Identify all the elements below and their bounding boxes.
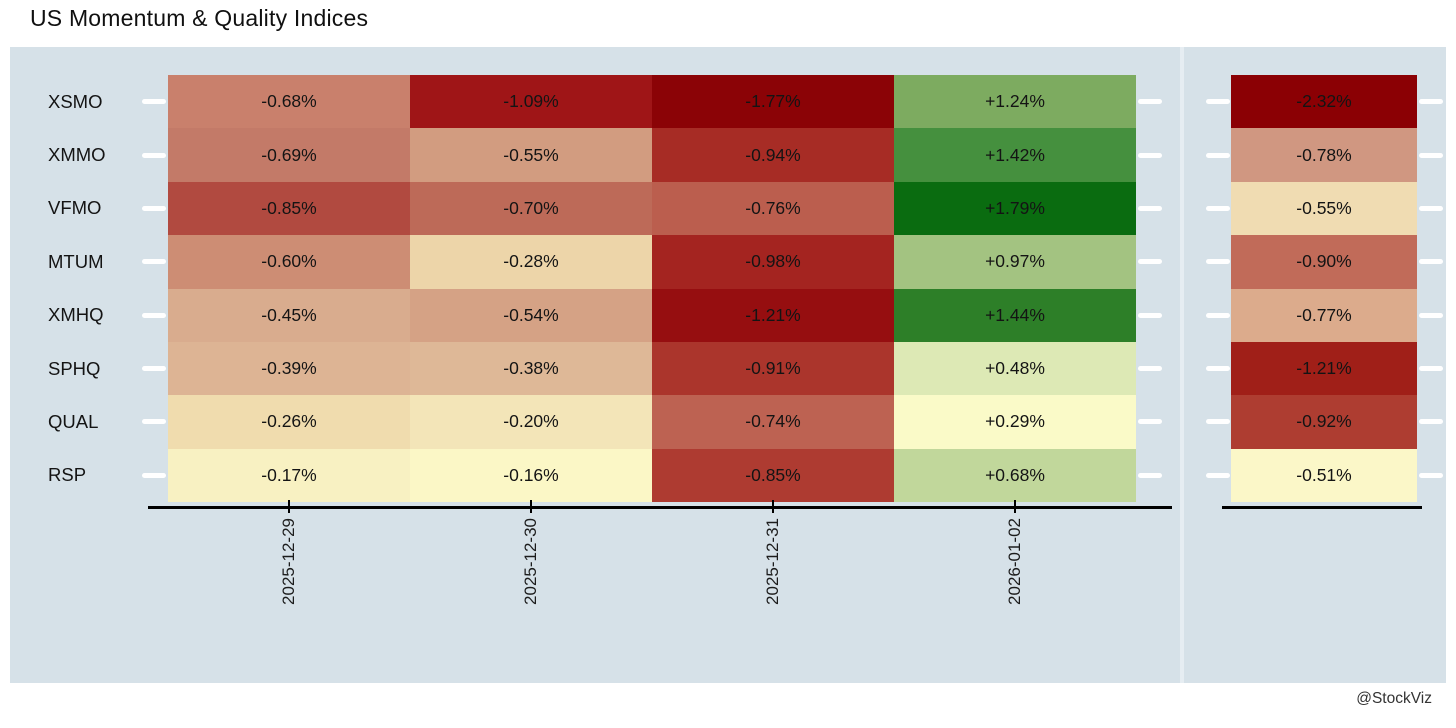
row-tick xyxy=(1206,152,1230,158)
row-tick xyxy=(142,152,166,158)
row-tick xyxy=(1419,312,1443,318)
row-tick xyxy=(1419,152,1443,158)
period-cell: -0.55% xyxy=(1231,181,1417,236)
row-tick xyxy=(142,259,166,265)
heatmap-cell: -0.17% xyxy=(168,448,410,502)
period-cell: -0.90% xyxy=(1231,235,1417,289)
heatmap-cell: -0.39% xyxy=(168,341,410,396)
row-tick xyxy=(1206,99,1230,105)
row-tick xyxy=(1138,99,1162,105)
heatmap-cell: +1.42% xyxy=(894,128,1136,182)
heatmap-cell: -0.20% xyxy=(410,395,652,449)
row-tick xyxy=(1206,419,1230,425)
heatmap-cell: -0.55% xyxy=(410,128,652,182)
row-tick xyxy=(142,472,166,478)
x-axis-main xyxy=(148,506,1172,509)
row-tick xyxy=(142,205,166,211)
row-tick xyxy=(1138,366,1162,372)
row-tick xyxy=(1206,366,1230,372)
date-label: 2026-01-02 xyxy=(1005,518,1024,605)
heatmap-cell: -0.85% xyxy=(168,181,410,236)
heatmap-cell: -0.28% xyxy=(410,235,652,289)
row-tick xyxy=(1419,205,1443,211)
page-title: US Momentum & Quality Indices xyxy=(30,5,369,31)
heatmap-cell: -0.54% xyxy=(410,288,652,342)
heatmap-cell: -0.60% xyxy=(168,235,410,289)
period-cell: -0.78% xyxy=(1231,128,1417,182)
heatmap-cell: -0.85% xyxy=(652,448,894,502)
row-tick xyxy=(1419,419,1443,425)
row-tick xyxy=(1138,312,1162,318)
heatmap-cell: -0.26% xyxy=(168,395,410,449)
row-tick xyxy=(142,366,166,372)
row-tick xyxy=(1206,259,1230,265)
period-cell: -0.77% xyxy=(1231,288,1417,342)
heatmap-cell: -0.76% xyxy=(652,181,894,236)
heatmap-cell: -0.69% xyxy=(168,128,410,182)
heatmap-cell: +1.44% xyxy=(894,288,1136,342)
row-label: RSP xyxy=(48,464,87,486)
row-tick xyxy=(1419,99,1443,105)
heatmap-cell: +1.24% xyxy=(894,75,1136,129)
row-tick xyxy=(1206,312,1230,318)
heatmap-cell: -0.94% xyxy=(652,128,894,182)
heatmap-cell: +1.79% xyxy=(894,181,1136,236)
heatmap-cell: -0.74% xyxy=(652,395,894,449)
row-label: MTUM xyxy=(48,250,104,272)
row-tick xyxy=(142,419,166,425)
row-tick xyxy=(1206,205,1230,211)
row-tick xyxy=(1138,419,1162,425)
row-tick xyxy=(1138,205,1162,211)
period-cell: -2.32% xyxy=(1231,75,1417,129)
heatmap-cell: -0.45% xyxy=(168,288,410,342)
row-tick xyxy=(1206,472,1230,478)
row-label: VFMO xyxy=(48,197,102,219)
x-axis-period xyxy=(1222,506,1422,509)
heatmap-cell: -0.91% xyxy=(652,341,894,396)
heatmap-cell: -0.98% xyxy=(652,235,894,289)
row-tick xyxy=(1138,259,1162,265)
heatmap-cell: -0.16% xyxy=(410,448,652,502)
row-tick xyxy=(1419,472,1443,478)
heatmap-cell: -1.09% xyxy=(410,75,652,129)
row-tick xyxy=(1419,366,1443,372)
row-label: XMHQ xyxy=(48,304,104,326)
heatmap-cell: +0.97% xyxy=(894,235,1136,289)
heatmap-cell: +0.48% xyxy=(894,341,1136,396)
period-cell: -1.21% xyxy=(1231,341,1417,396)
row-label: XSMO xyxy=(48,90,103,112)
date-label: 2025-12-30 xyxy=(521,518,540,605)
period-cell: -0.92% xyxy=(1231,395,1417,449)
heatmap-cell: +0.29% xyxy=(894,395,1136,449)
row-tick xyxy=(1138,152,1162,158)
watermark: @StockViz xyxy=(1356,690,1432,707)
row-label: SPHQ xyxy=(48,357,101,379)
date-label: 2025-12-31 xyxy=(763,518,782,605)
heatmap-cell: -1.21% xyxy=(652,288,894,342)
panel-divider xyxy=(1180,47,1184,683)
row-tick xyxy=(1419,259,1443,265)
date-label: 2025-12-29 xyxy=(279,518,298,605)
heatmap-cell: -1.77% xyxy=(652,75,894,129)
heatmap-cell: +0.68% xyxy=(894,448,1136,502)
row-label: XMMO xyxy=(48,144,106,166)
heatmap-cell: -0.70% xyxy=(410,181,652,236)
heatmap-cell: -0.38% xyxy=(410,341,652,396)
row-tick xyxy=(1138,472,1162,478)
row-label: QUAL xyxy=(48,410,99,432)
row-tick xyxy=(142,99,166,105)
row-tick xyxy=(142,312,166,318)
heatmap-cell: -0.68% xyxy=(168,75,410,129)
period-cell: -0.51% xyxy=(1231,448,1417,502)
